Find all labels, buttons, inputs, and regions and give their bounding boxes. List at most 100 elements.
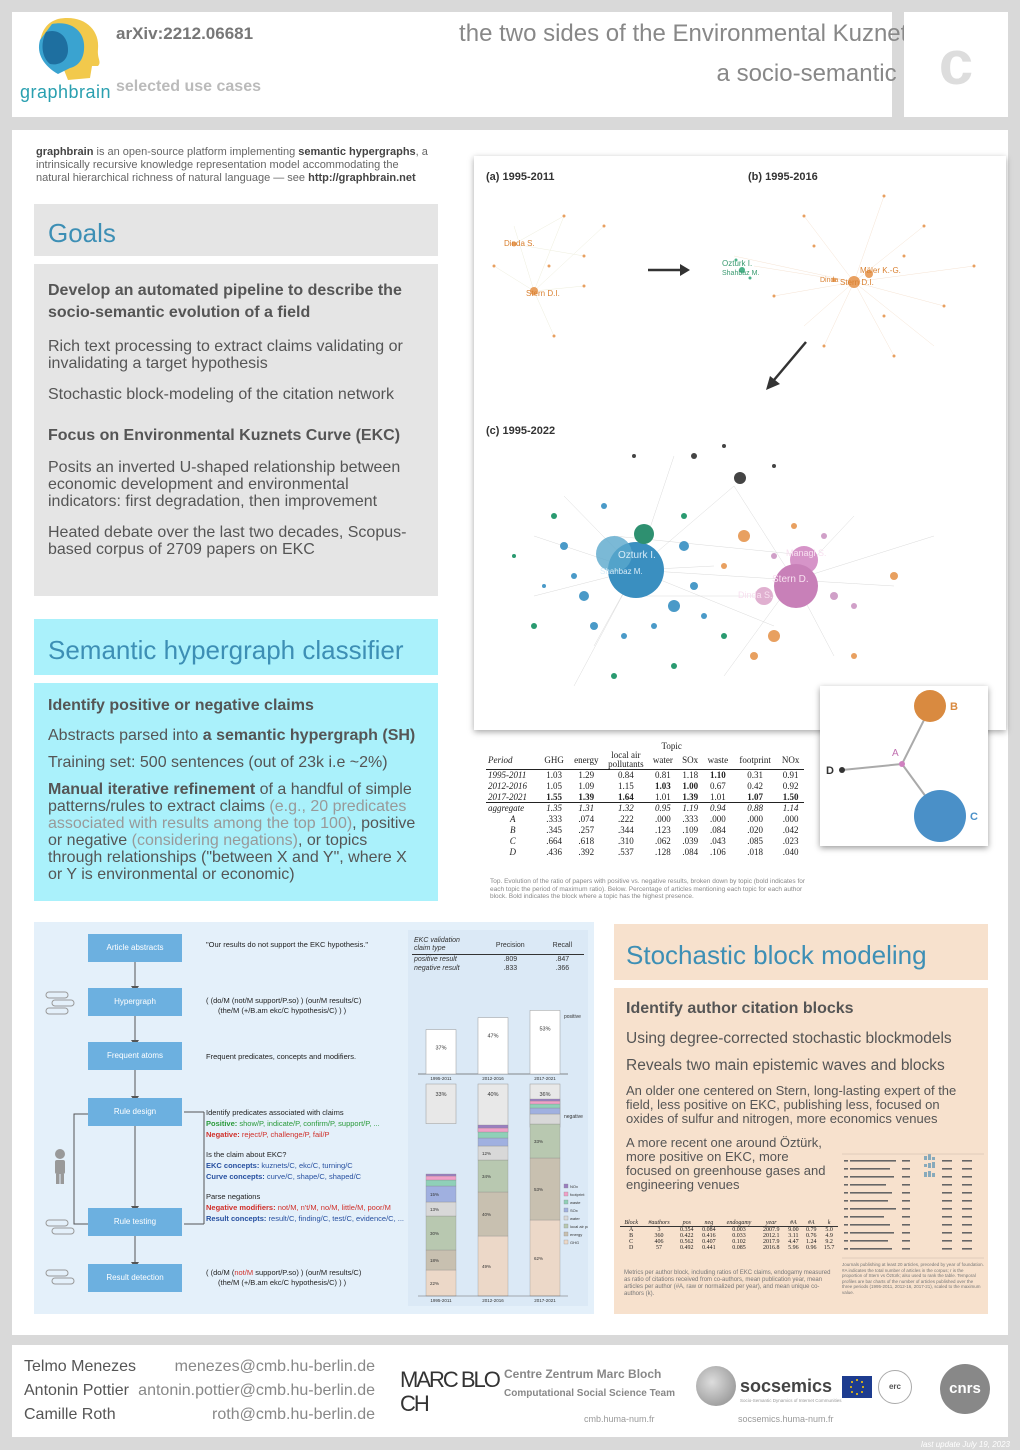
block-row: A 3 0.354 0.084 0.003 2007.9 9.00 0.79 5.0	[620, 1227, 838, 1233]
topic-block-cell: .344	[618, 825, 634, 835]
block-col: neg	[704, 1220, 714, 1226]
intro-text-1: is an open-source platform implementing	[93, 146, 299, 158]
topic-period-cell: 0.81	[654, 770, 671, 781]
classifier-sub: Identify positive or negative claims	[48, 697, 314, 714]
block-table-body: A 3 0.354 0.084 0.003 2007.9 9.00 0.79 5.0 B 360 0.…	[620, 1227, 838, 1251]
step-rule-design[interactable]: Rule design	[88, 1098, 182, 1126]
cmb-name: Centre Zentrum Marc Bloch	[504, 1367, 662, 1381]
poster-title: the two sides of the Environmental Kuzne…	[459, 20, 990, 47]
pipeline-arrows	[45, 962, 205, 1285]
person-icon	[55, 1149, 65, 1184]
topic-legend-label: energy	[570, 1232, 582, 1237]
topic-block-cell: .106	[709, 847, 726, 857]
positive-bar-label: 53%	[539, 1026, 550, 1032]
topic-legend-swatch	[563, 1223, 569, 1229]
sbm-point-3: An older one centered on Stern, long-las…	[626, 1083, 957, 1126]
topic-period-cell: 1.39	[578, 791, 595, 802]
val-negative-type: negative result	[414, 965, 460, 972]
topic-legend-swatch	[563, 1183, 569, 1189]
topic-stack-segment	[425, 1269, 457, 1297]
topic-col-waste: waste	[707, 755, 729, 765]
val-negative-recall: .366	[555, 965, 570, 972]
step-article-abstracts[interactable]: Article abstracts	[88, 934, 182, 962]
topic-block-cell: .537	[618, 847, 634, 857]
final-hyperedge-2: (the/M (+/B.am ekc/C hypothesis/C) ) )	[218, 1278, 347, 1287]
period-label: 2012-2016	[482, 1076, 504, 1081]
topic-block-cell: .257	[578, 825, 595, 835]
email-2[interactable]: antonin.pottier@cmb.hu-berlin.de	[138, 1382, 375, 1399]
intro-url[interactable]: http://graphbrain.net	[308, 172, 416, 184]
result-concepts-items: result/C, finding/C, test/C, evidence/C,…	[266, 1214, 404, 1223]
topic-period-label: 2017-2021	[488, 791, 527, 802]
topic-period-cell: 1.55	[546, 791, 562, 802]
topic-aggregate-row: aggregate 1.35 1.31 1.32 0.95 1.19 0.94 0.88 1.1…	[486, 802, 804, 814]
intro-brand: graphbrain	[36, 146, 94, 158]
positive-bar	[529, 1010, 561, 1075]
topic-stack-label: 33%	[534, 1139, 543, 1144]
hypergraph-mini-icon-2	[45, 1219, 75, 1235]
goals-point-1: Rich text processing to extract claims v…	[48, 338, 403, 372]
step-hypergraph[interactable]: Hypergraph	[88, 988, 182, 1016]
block-cell: 2017.9	[762, 1239, 780, 1245]
goals-sub-2: Focus on Environmental Kuznets Curve (EK…	[48, 427, 401, 444]
val-col-precision: Precision	[495, 941, 525, 949]
topic-stack-segment	[425, 1175, 457, 1181]
negative-bar	[425, 1083, 457, 1124]
topic-period-cell: 1.03	[654, 781, 671, 791]
label-maler-b: Mäler K.-G.	[860, 266, 901, 275]
email-3[interactable]: roth@cmb.hu-berlin.de	[212, 1406, 375, 1423]
arxiv-id[interactable]: arXiv:2212.06681	[116, 24, 254, 43]
topic-legend-label: footprint	[570, 1192, 585, 1197]
topic-period-label: 2012-2016	[488, 781, 527, 791]
panel-b-edges	[733, 195, 975, 357]
topic-block-cell: .062	[654, 836, 671, 846]
validation-table-grid: EKC validation claim type Precision Reca…	[412, 936, 584, 973]
topic-stack-segment	[477, 1159, 509, 1193]
block-col: year	[765, 1220, 777, 1226]
step-rule-testing[interactable]: Rule testing	[88, 1208, 182, 1236]
topic-legend-swatch	[563, 1191, 569, 1197]
topic-block-row: D .436 .392 .537 .128 .084 .106 .018 .040	[486, 847, 804, 858]
cnrs-logo: cnrs	[940, 1364, 990, 1414]
author-1: Telmo Menezes	[24, 1358, 137, 1375]
positive-bar	[477, 1017, 509, 1075]
topic-stack-segment	[529, 1157, 561, 1221]
arrow-b-c-head	[766, 376, 780, 390]
ekc-concepts-items: kuznets/C, ekc/C, turning/C	[259, 1161, 353, 1170]
classifier-point-3: Manual iterative refinement of a handful…	[48, 781, 424, 883]
label-dinda-c: Dinda S.	[738, 590, 773, 600]
topic-stack-segment	[477, 1235, 509, 1297]
cmb-url[interactable]: cmb.huma-num.fr	[584, 1414, 655, 1424]
author-3: Camille Roth	[24, 1406, 116, 1423]
label-stern-c: Stern D.	[772, 574, 809, 585]
ekc-concepts: EKC concepts: kuznets/C, ekc/C, turning/…	[206, 1161, 353, 1171]
val-positive-type: positive result	[414, 956, 457, 963]
socsemics-url[interactable]: socsemics.huma-num.fr	[738, 1414, 834, 1424]
step-frequent-atoms[interactable]: Frequent atoms	[88, 1042, 182, 1070]
period-label: 2017-2021	[534, 1076, 556, 1081]
step-result-detection[interactable]: Result detection	[88, 1264, 182, 1292]
graphbrain-logo-icon	[38, 18, 100, 80]
block-cell: 0.422	[680, 1233, 694, 1239]
panel-b-nodes	[772, 194, 976, 358]
network-graphic: (a) 1995-2011 (b) 1995-2016 (c) 1995-202…	[486, 171, 976, 687]
topic-legend-swatch	[563, 1207, 569, 1213]
topic-col-period: Period	[488, 755, 513, 765]
topic-aggregate-cell: 1.35	[546, 803, 562, 814]
topic-period-label: 2017-2021	[534, 1298, 556, 1303]
label-c: C	[970, 811, 978, 823]
block-cell: 5.0	[825, 1227, 833, 1233]
panel-a-label: (a) 1995-2011	[486, 171, 555, 183]
arrow-b-c	[773, 341, 807, 381]
topic-period-cell: 1.64	[618, 791, 634, 802]
topic-stack-segment	[529, 1113, 561, 1125]
hypergraph-mini-icon-3	[45, 1269, 75, 1285]
block-cell: 0.416	[702, 1233, 716, 1239]
block-cell: 57	[656, 1245, 663, 1251]
email-1[interactable]: menezes@cmb.hu-berlin.de	[174, 1358, 375, 1375]
classifier-point-3-text: of a handful of simple patterns/rules to…	[48, 781, 412, 815]
classifier-point-1-bold: a semantic hypergraph (SH)	[202, 727, 416, 744]
topic-table-body: 1995-2011 1.03 1.29 0.84 0.81 1.18 1.10 0.31 0.9…	[486, 770, 804, 858]
socsemics-logo-icon	[696, 1366, 736, 1406]
final-hyperedge-1c: support/P.so) ) (our/M results/C)	[253, 1268, 362, 1277]
